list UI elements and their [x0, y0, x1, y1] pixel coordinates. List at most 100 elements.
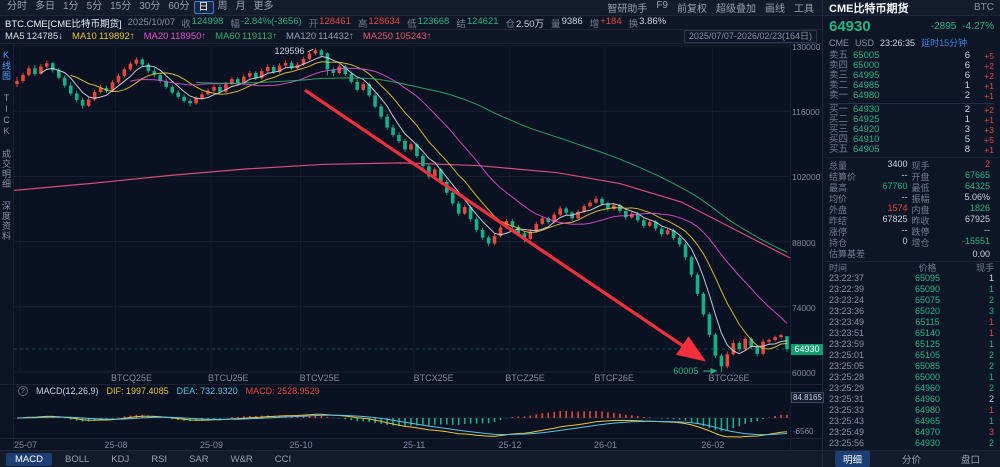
toolbar-tool[interactable]: 智研助手	[607, 4, 648, 15]
stat-cell: 最高 67760	[829, 181, 908, 193]
macd-chart[interactable]	[14, 397, 790, 442]
stat-cell: 外盘 1574	[829, 203, 908, 215]
stat-cell: 均价 --	[829, 192, 908, 204]
change-value: -2895	[930, 20, 957, 32]
indicator-tab-W&R[interactable]: W&R	[230, 453, 253, 465]
period-tab-更多[interactable]: 更多	[253, 1, 274, 12]
bid-row[interactable]: 买四 64910 5 +5	[829, 134, 994, 146]
chart-area: K线图 TICK 成交明细深度资料 BTCQ25E BTCU25E BTCV25E BTC…	[0, 42, 823, 384]
ma-values: MA5 124785↓ MA10 119892↑ MA20 118950↑ MA60 1191…	[5, 31, 431, 42]
bid-row[interactable]: 买三 64920 3 +3	[829, 124, 994, 136]
indicator-tab-MACD[interactable]: MACD	[6, 452, 52, 466]
toolbar-tool[interactable]: 前复权	[677, 4, 707, 15]
stats-row: 结算价 -- 开盘 67665	[829, 170, 994, 182]
candlestick-chart[interactable]: BTCQ25E BTCU25E BTCV25E BTCX25E BTCZ25E BTCF2…	[13, 44, 791, 384]
quote-tab-盘口[interactable]: 盘口	[960, 455, 980, 466]
delay-note-link[interactable]: 延时15分钟	[921, 38, 968, 48]
help-icon[interactable]: ?	[18, 386, 28, 396]
macd-dif-value: DIF: 1997.4085	[106, 386, 169, 396]
bid-row[interactable]: 买五 64905 8 +1	[829, 144, 994, 156]
axis-tick: 88000	[792, 237, 816, 248]
ma-item: MA60 119113↑	[215, 31, 278, 42]
current-price-tag: 64930	[791, 344, 823, 356]
period-tab-5分[interactable]: 5分	[86, 1, 103, 12]
macd-axis: 84.8165 -6560	[790, 385, 824, 438]
ask-row[interactable]: 卖二 64985 1 +1	[829, 80, 994, 92]
indicator-tab-bar: MACD BOLL KDJ RSI SAR W&R CCI	[0, 450, 822, 467]
symbol-info-bar: BTC.CME[CME比特币期货] 2025/10/07 收 124998 幅 -2.…	[0, 16, 822, 30]
date-range-selector[interactable]: 2025/07/07-2026/02/23(164日)	[683, 30, 817, 43]
quote-price-row: 64930 -2895 -4.27%	[823, 16, 1000, 36]
ma-item: MA120 114432↑	[286, 31, 354, 42]
period-tab-15分[interactable]: 15分	[110, 1, 132, 12]
macd-axis-current: 84.8165	[791, 392, 824, 403]
stat-cell: 0.00	[972, 248, 990, 259]
rail-tab[interactable]: 深度资料	[1, 201, 11, 241]
rail-tab[interactable]: 成交明细	[1, 149, 11, 189]
month-label: 25-08	[104, 440, 128, 450]
tick-row: 23:23:24 65075 2	[829, 294, 994, 305]
ask-row[interactable]: 卖四 65000 6 +2	[829, 60, 994, 72]
macd-rail-spacer	[0, 385, 14, 438]
info-field: 低 123668	[407, 15, 450, 30]
axis-tick: 74000	[792, 302, 816, 313]
quote-tab-明细[interactable]: 明细	[834, 451, 870, 467]
tick-row: 23:22:37 65095 1	[829, 272, 994, 283]
svg-text:BTCF26E: BTCF26E	[594, 373, 634, 383]
indicator-tab-CCI[interactable]: CCI	[274, 453, 292, 465]
order-book: 卖五 65005 6 +5 卖四 65000 6 +2 卖三 64995 6 +2 卖二 64985 1 +1…	[823, 49, 1000, 157]
price-axis: 130000 116000 102000 88000 74000 60000 64930	[790, 42, 823, 384]
bid-row[interactable]: 买一 64930 2 +2	[829, 103, 994, 115]
period-tab-30分[interactable]: 30分	[139, 1, 161, 12]
rail-tab[interactable]: K线图	[1, 50, 11, 81]
svg-text:BTCZ25E: BTCZ25E	[505, 373, 545, 383]
period-tab-60分[interactable]: 60分	[168, 1, 190, 12]
macd-plot: ? MACD(12,26,9) DIF: 1997.4085 DEA: 732.…	[14, 385, 790, 438]
svg-text:BTCV25E: BTCV25E	[300, 373, 340, 383]
bid-row[interactable]: 买二 64925 1 +1	[829, 114, 994, 126]
period-tab-周[interactable]: 周	[217, 1, 228, 12]
change-percent: -4.27%	[962, 20, 994, 32]
ask-row[interactable]: 卖五 65005 6 +5	[829, 50, 994, 62]
indicator-tab-KDJ[interactable]: KDJ	[111, 453, 130, 465]
tick-row: 23:25:43 64965 1	[829, 415, 994, 426]
indicator-tab-BOLL[interactable]: BOLL	[64, 453, 90, 465]
svg-text:60005: 60005	[673, 366, 698, 376]
toolbar-tool[interactable]: F9	[656, 0, 668, 11]
macd-params[interactable]: MACD(12,26,9)	[36, 386, 99, 396]
ma-item: MA250 105243↑	[362, 31, 432, 42]
stat-cell: 振幅 5.06%	[911, 192, 991, 204]
stat-cell: 现手 2	[911, 159, 991, 171]
indicator-tab-RSI[interactable]: RSI	[151, 453, 168, 465]
ticks-col-vol: 现手	[975, 262, 994, 273]
period-tab-日[interactable]: 日	[193, 1, 214, 14]
period-tab-月[interactable]: 月	[235, 1, 246, 12]
tick-row: 23:25:05 65085 2	[829, 360, 994, 371]
macd-value: MACD: 2528.9529	[245, 386, 320, 396]
tick-list[interactable]: 23:22:37 65095 1 23:22:39 65090 1 23:23:24 6507…	[823, 272, 1000, 450]
ask-row[interactable]: 卖一 64980 2 +1	[829, 90, 994, 102]
quote-stats: 总量 3400 现手 2 结算价 -- 开盘 67665 最高 67760 最低 64325 均价 -- 振…	[823, 157, 1000, 261]
stat-cell: 增仓 -15551	[911, 236, 991, 248]
period-tab-多日[interactable]: 多日	[35, 1, 55, 12]
period-tab-1分[interactable]: 1分	[63, 1, 79, 12]
axis-tick: 102000	[792, 172, 821, 183]
info-field: 换 3.86%	[628, 15, 667, 30]
tick-row: 23:25:29 64960 2	[829, 382, 994, 393]
toolbar-tool[interactable]: 超级叠加	[716, 4, 756, 15]
toolbar-tool[interactable]: 工具	[794, 4, 814, 15]
quote-meta: CME USD 23:26:35 延时15分钟	[823, 36, 1000, 49]
ma-bar: MA5 124785↓ MA10 119892↑ MA20 118950↑ MA60 1191…	[0, 30, 822, 44]
tick-row: 23:25:28 65000 1	[829, 371, 994, 382]
info-field: 高 128634	[357, 15, 401, 30]
stats-row: 总量 3400 现手 2	[829, 159, 994, 171]
ask-row[interactable]: 卖三 64995 6 +2	[829, 70, 994, 82]
rail-tab[interactable]: TICK	[1, 93, 12, 137]
indicator-tab-SAR[interactable]: SAR	[189, 453, 209, 465]
quote-tab-分价[interactable]: 分价	[901, 455, 921, 466]
toolbar-tool[interactable]: 画线	[765, 4, 785, 15]
month-label: 25-07	[14, 440, 38, 450]
period-tabs: 分时 多日 1分 5分 15分 30分 60分日周月更多	[3, 1, 278, 14]
period-tab-分时[interactable]: 分时	[7, 1, 27, 12]
stats-row: 均价 -- 振幅 5.06%	[829, 192, 994, 204]
